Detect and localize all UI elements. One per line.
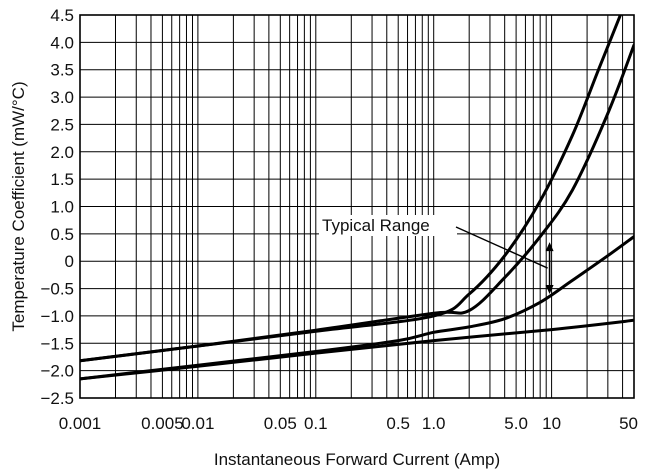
x-tick-label: 50 [619, 414, 638, 433]
grid-major [80, 14, 634, 399]
y-tick-label: −2.0 [40, 362, 74, 381]
y-tick-labels: −2.5 −2.0 −1.5 −1.0 −0.5 0 0.5 1.0 1.5 2.0 2.5 3.0 3… [40, 6, 74, 408]
series-line-2 [80, 43, 634, 363]
y-tick-label: 1.5 [50, 170, 74, 189]
y-tick-label: −1.5 [40, 334, 74, 353]
series-line-3 [80, 235, 634, 381]
series-layer [80, 15, 634, 381]
x-tick-label: 5.0 [504, 414, 528, 433]
x-tick-label: 0.001 [59, 414, 102, 433]
y-tick-label: 3.0 [50, 88, 74, 107]
x-tick-label: 0.005 [141, 414, 184, 433]
x-tick-label: 0.5 [386, 414, 410, 433]
x-tick-label: 1.0 [422, 414, 446, 433]
annotation-leader [455, 226, 548, 269]
x-tick-label: 0.1 [304, 414, 328, 433]
y-tick-label: 1.0 [50, 198, 74, 217]
y-tick-label: −0.5 [40, 280, 74, 299]
annotation-background [319, 215, 457, 236]
x-axis-title: Instantaneous Forward Current (Amp) [214, 450, 500, 469]
annotation-label: Typical Range [322, 216, 430, 235]
y-tick-label: 0.5 [50, 225, 74, 244]
y-tick-label: 4.5 [50, 6, 74, 25]
y-tick-label: 4.0 [50, 33, 74, 52]
y-tick-label: 2.5 [50, 115, 74, 134]
series-line-4 [80, 318, 634, 381]
plot-frame [79, 14, 635, 399]
x-tick-label: 10 [542, 414, 561, 433]
y-tick-label: −1.0 [40, 307, 74, 326]
y-tick-label: 2.0 [50, 143, 74, 162]
x-tick-label: 0.01 [181, 414, 214, 433]
x-tick-label: 0.05 [264, 414, 297, 433]
y-tick-label: 0 [65, 252, 74, 271]
annotation-arrowhead-down [545, 285, 554, 295]
annotation-arrowhead-up [545, 242, 554, 252]
y-tick-label: 3.5 [50, 61, 74, 80]
y-tick-label: −2.5 [40, 389, 74, 408]
y-axis-title: Temperature Coefficient (mW/°C) [9, 81, 28, 331]
annotation: Typical Range [319, 215, 554, 295]
